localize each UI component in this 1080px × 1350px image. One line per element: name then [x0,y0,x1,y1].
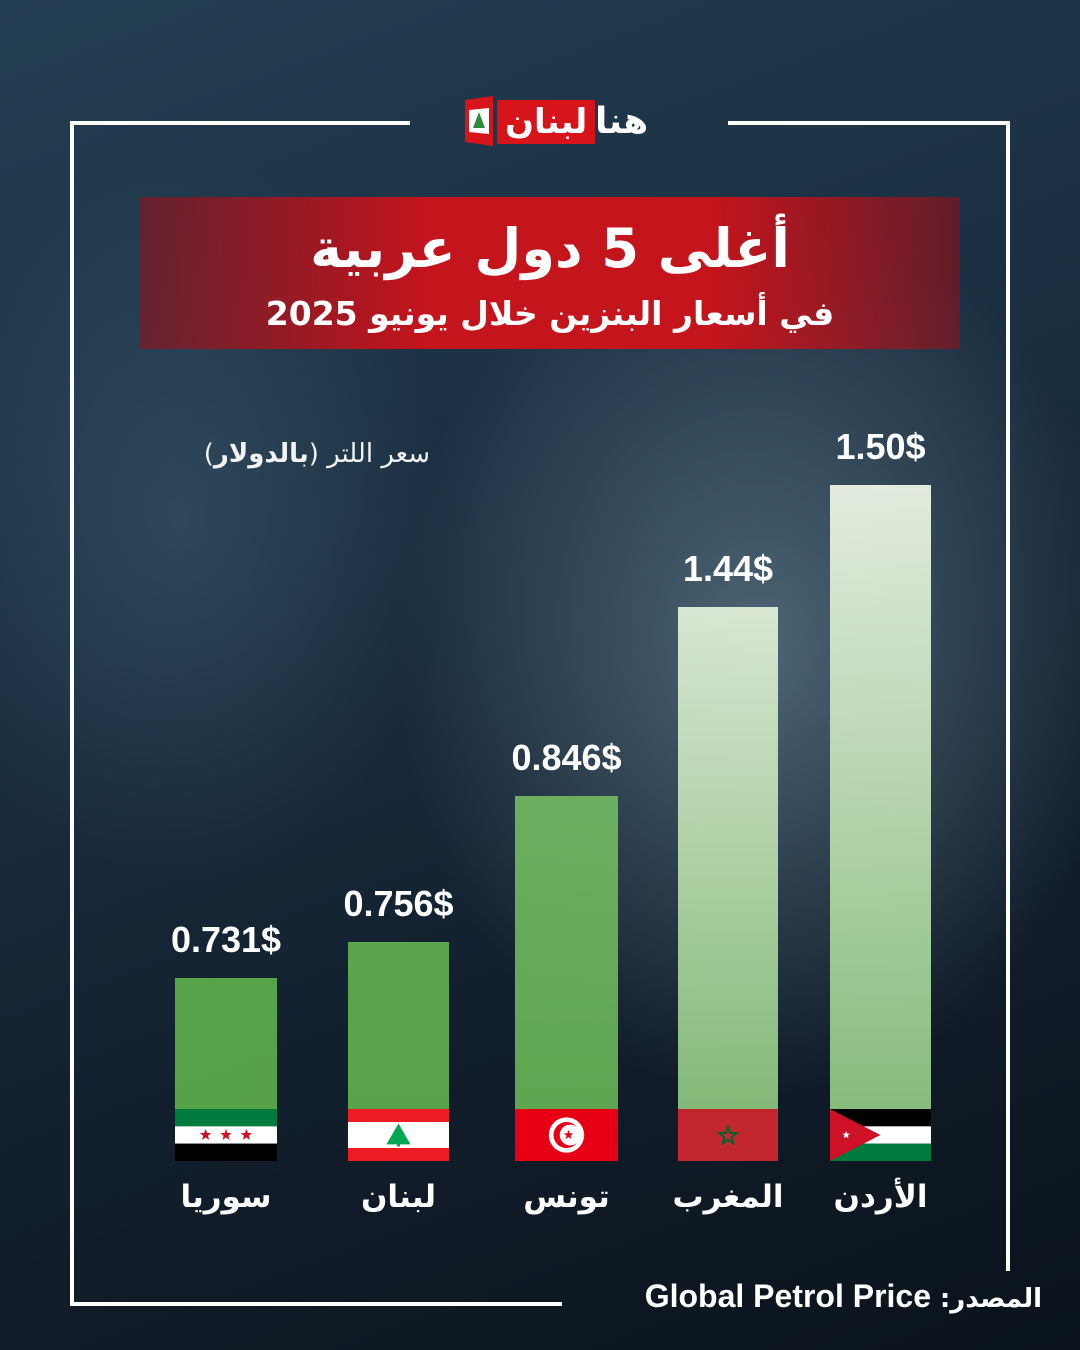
source-label: المصدر: [939,1284,1042,1314]
bar [175,978,277,1110]
frame-top-right [728,121,1010,125]
category-label: سوريا [180,1179,271,1215]
page-title: أغلى 5 دول عربية [310,217,790,280]
cedar-flag-icon [465,96,493,146]
logo-hona-text: هنا [595,101,649,142]
source-value: Global Petrol Price [644,1278,931,1314]
bar [348,942,449,1110]
morocco-flag-icon [678,1109,778,1161]
title-banner [140,197,960,349]
jordan-flag-icon [830,1109,931,1161]
category-label: الأردن [834,1177,928,1215]
syria-flag-icon [175,1109,277,1161]
unit-label-suffix: ) [203,439,214,469]
bar [515,796,618,1110]
frame-top-left [70,121,410,125]
frame-left [70,121,74,1306]
bar-value-label: 0.756$ [343,883,453,924]
frame-right [1006,121,1010,1271]
category-label: تونس [523,1179,610,1215]
logo-lebanon-text: لبنان [497,100,596,144]
bar-value-label: 1.44$ [683,548,773,589]
unit-label-bold: بالدولار [213,439,309,469]
bar [830,485,931,1110]
frame-bottom [70,1302,562,1306]
page-subtitle: في أسعار البنزين خلال يونيو 2025 [265,294,835,333]
logo: لبنان هنا [463,92,673,154]
category-label: المغرب [673,1179,784,1215]
bar-value-label: 0.731$ [171,919,281,960]
lebanon-flag-icon [348,1109,449,1161]
tunisia-flag-icon [515,1109,618,1161]
bar-value-label: 1.50$ [835,426,925,467]
unit-label: سعر اللتر (بالدولار) [100,434,430,474]
source-credit: المصدر: Global Petrol Price [572,1273,1042,1322]
unit-label-prefix: سعر اللتر ( [308,439,430,469]
bar [678,607,778,1110]
category-label: لبنان [361,1179,436,1215]
bar-value-label: 0.846$ [511,737,621,778]
